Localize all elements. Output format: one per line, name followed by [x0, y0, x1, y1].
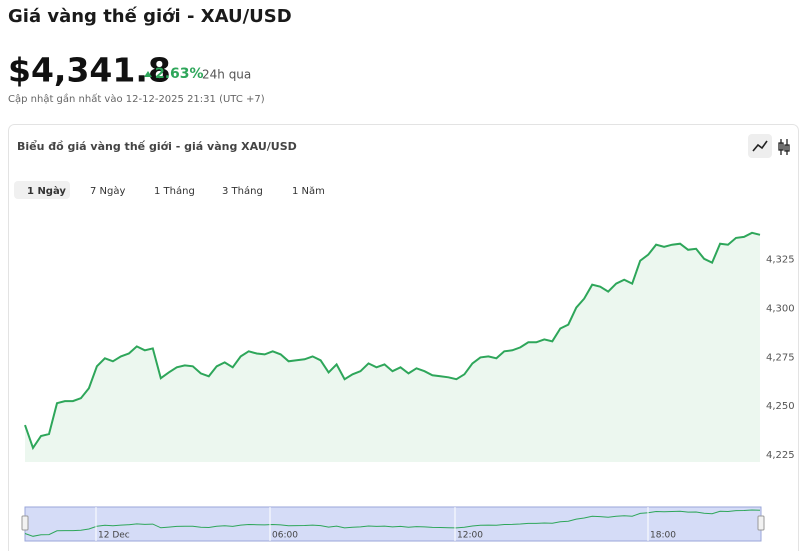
change: 2.63%	[155, 66, 204, 82]
up-arrow	[144, 71, 152, 77]
navigator-label: 12 Dec	[98, 531, 130, 541]
tab[interactable]: 3 Tháng	[222, 185, 263, 197]
candle-icon[interactable]	[778, 139, 790, 155]
y-tick-label: 4,275	[766, 352, 795, 363]
card	[8, 124, 799, 555]
line-icon	[752, 140, 768, 152]
tab[interactable]: 7 Ngày	[90, 185, 125, 197]
tab[interactable]: 1 Ngày	[27, 185, 66, 197]
tab-active[interactable]	[14, 181, 70, 199]
navigator-label: 12:00	[457, 531, 483, 541]
area	[25, 232, 760, 462]
price-line	[24, 231, 761, 451]
period: 24h qua	[202, 68, 251, 82]
y-tick-label: 4,250	[766, 401, 795, 412]
navigator-handle[interactable]	[757, 515, 765, 531]
page-title: Giá vàng thế giới - XAU/USD	[8, 6, 292, 27]
y-tick-label: 4,325	[766, 255, 795, 266]
tab[interactable]: 1 Tháng	[154, 185, 195, 197]
navigator-handle[interactable]	[21, 515, 29, 531]
navigator-line	[24, 509, 761, 537]
navigator-label: 06:00	[272, 531, 298, 541]
y-tick-label: 4,300	[766, 304, 795, 315]
price: $4,341.8	[8, 51, 171, 90]
y-tick-label: 4,225	[766, 450, 795, 461]
navigator-label: 18:00	[650, 531, 676, 541]
tab[interactable]: 1 Năm	[292, 186, 325, 197]
chart-title: Biểu đồ giá vàng thế giới - giá vàng XAU…	[17, 140, 297, 153]
updated: Cập nhật gần nhất vào 12-12-2025 21:31 (…	[8, 93, 265, 105]
